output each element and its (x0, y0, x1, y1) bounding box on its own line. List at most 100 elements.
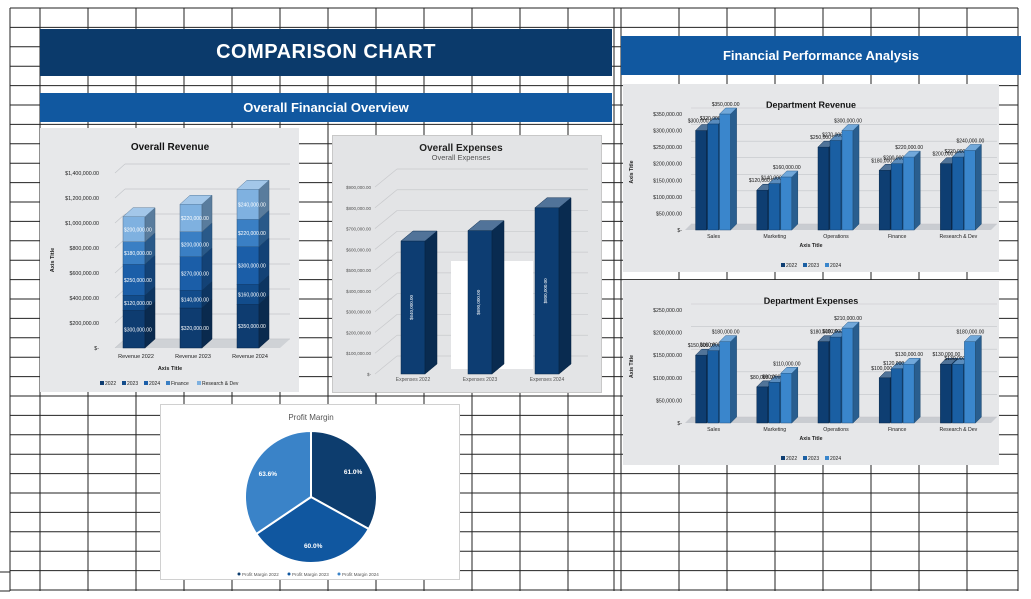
bar (780, 366, 799, 424)
bar-front (400, 240, 426, 375)
bar-top (902, 357, 921, 365)
data-label: $270,000.00 (822, 133, 850, 139)
bar-front (707, 123, 719, 231)
bar-side (730, 107, 737, 231)
data-label: $90,000.00 (762, 374, 787, 380)
bar-front (780, 176, 793, 231)
department-revenue-chart[interactable]: Department Revenue $- $50,000.00 $100,000.0… (623, 84, 999, 272)
data-label: $300,000.00 (238, 264, 266, 270)
gridline (374, 293, 398, 312)
x-tick-label: Sales (707, 427, 720, 433)
legend-swatch (166, 381, 170, 385)
data-label: $350,000.00 (238, 324, 266, 330)
data-label: $320,000.00 (181, 326, 209, 332)
bar-side (913, 357, 921, 424)
y-tick-label: $- (367, 372, 372, 377)
x-tick-label: Marketing (763, 427, 786, 433)
chart-title: Department Revenue (766, 100, 856, 110)
legend-label: 2023 (808, 263, 819, 269)
data-label: $180,000.00 (124, 251, 152, 257)
legend-swatch (197, 381, 201, 385)
y-tick-label: $600,000.00 (70, 271, 100, 277)
overall-expenses-chart[interactable]: Overall Expenses Overall Expenses $- $100,0… (332, 135, 602, 393)
department-expenses-chart[interactable]: Department Expenses $- $50,000.00 $100,000.… (623, 280, 999, 465)
legend-swatch (825, 456, 829, 460)
x-axis-title: Axis Title (158, 366, 182, 372)
legend-marker (337, 572, 341, 576)
bar-segment (179, 194, 213, 233)
data-label: $250,000.00 (810, 135, 838, 141)
bar-front (695, 130, 707, 231)
data-label: $150,000.00 (688, 343, 716, 349)
y-tick-label: $- (94, 346, 99, 352)
bar-front (467, 230, 493, 375)
y-tick-label: $150,000.00 (653, 353, 682, 359)
y-tick-label: $1,000,000.00 (65, 221, 99, 227)
bar (780, 170, 799, 231)
legend-label: 2022 (786, 456, 797, 462)
x-tick-label: Finance (888, 234, 907, 240)
legend-label: 2024 (830, 263, 841, 269)
y-tick-label: $100,000.00 (653, 195, 682, 201)
legend-label: Profit Margin 2022 (242, 572, 279, 577)
pie-slice (310, 429, 378, 531)
data-label: $160,000.00 (700, 343, 728, 349)
y-tick-label: $400,000.00 (70, 296, 100, 302)
pie-slice (254, 495, 371, 564)
bar (467, 220, 505, 375)
bar-front (964, 150, 976, 231)
bar-front (829, 336, 842, 424)
bar-side (791, 170, 799, 231)
legend-label: Finance (171, 381, 189, 387)
gridline (114, 188, 126, 199)
bar-front (534, 207, 560, 375)
x-tick-label: Revenue 2022 (118, 354, 154, 360)
bar-front (890, 368, 903, 424)
data-label: $210,000.00 (834, 316, 862, 322)
slice-label: 60.0% (304, 543, 323, 550)
y-tick-label: $100,000.00 (653, 376, 682, 382)
x-tick-label: Operations (823, 234, 849, 240)
bar-top (534, 197, 572, 209)
bar-front (902, 363, 915, 424)
data-label: $180,000.00 (712, 330, 740, 336)
x-tick-label: Marketing (763, 234, 786, 240)
bar-front (768, 382, 781, 424)
profit-margin-chart[interactable]: Profit Margin 61.0% 60.0% 63.6% Profit Margi… (160, 404, 460, 580)
y-tick-label: $300,000.00 (346, 310, 372, 315)
y-axis-title: Axis Title (629, 160, 635, 183)
legend-marker (287, 572, 291, 576)
data-label: $180,000.00 (810, 330, 838, 336)
bar-front (878, 170, 891, 231)
chart-title: Overall Revenue (131, 142, 210, 153)
legend-swatch (803, 263, 807, 267)
data-label: $200,000.00 (181, 242, 209, 248)
bar-front (829, 140, 842, 231)
chart-title: Department Expenses (764, 296, 859, 306)
y-tick-label: $1,200,000.00 (65, 196, 99, 202)
bar-front (780, 373, 793, 424)
data-label: $110,000.00 (773, 361, 801, 367)
y-tick-label: $350,000.00 (653, 112, 682, 118)
y-tick-label: $50,000.00 (656, 211, 682, 217)
data-label: $80,000.00 (750, 375, 775, 381)
bar-front (768, 183, 781, 231)
data-label: $130,000.00 (895, 352, 923, 358)
gridline (374, 272, 398, 292)
x-tick-label: Research & Dev (940, 234, 978, 240)
y-tick-label: $- (677, 228, 682, 234)
data-label: $160,000.00 (238, 292, 266, 298)
bar-front (719, 113, 731, 231)
data-label: $300,000.00 (688, 119, 716, 125)
overall-revenue-chart[interactable]: Overall Revenue $- $200,000.00 $400,000.00 $… (40, 128, 299, 392)
legend-label: 2022 (105, 381, 116, 387)
data-label: $180,000.00 (956, 330, 984, 336)
data-label: $120,000.00 (883, 361, 911, 367)
y-tick-label: $200,000.00 (653, 331, 682, 337)
chart-subtitle: Overall Expenses (432, 153, 491, 162)
bar-top (780, 367, 799, 374)
bar (718, 107, 738, 231)
data-label: $300,000.00 (834, 119, 862, 125)
y-tick-label: $200,000.00 (70, 321, 100, 327)
